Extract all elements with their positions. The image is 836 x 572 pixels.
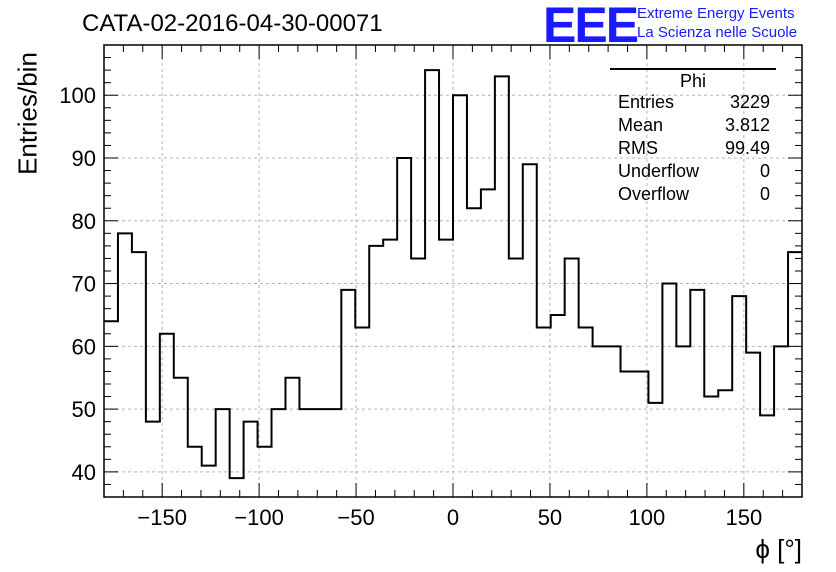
histogram-bin — [285, 378, 299, 497]
histogram-bin — [495, 76, 509, 497]
histogram-bin — [774, 346, 788, 497]
stats-row: Mean 3.812 — [610, 115, 776, 138]
logo-line-2: La Scienza nelle Scuole — [637, 24, 798, 41]
histogram-bin — [481, 189, 495, 497]
y-tick-label: 60 — [72, 334, 96, 359]
histogram-bin — [244, 422, 258, 497]
histogram-bin — [411, 258, 425, 497]
histogram-outline — [104, 69, 802, 480]
histogram-bin — [425, 70, 439, 497]
stats-label: Underflow — [618, 161, 700, 181]
histogram-bin — [509, 258, 523, 497]
stats-row: RMS 99.49 — [610, 138, 776, 161]
stats-value: 99.49 — [724, 138, 770, 158]
stats-row: Overflow 0 — [610, 184, 776, 207]
histogram-bin — [202, 466, 216, 497]
histogram-bin — [341, 290, 355, 497]
histogram-bin — [160, 334, 174, 497]
histogram-bin — [188, 447, 202, 497]
stats-value: 3.812 — [724, 115, 770, 135]
histogram-bin — [690, 290, 704, 497]
y-tick-label: 50 — [72, 397, 96, 422]
histogram-bin — [439, 240, 453, 497]
histogram-bin — [467, 208, 481, 497]
histogram-bin — [704, 397, 718, 497]
stats-name: Phi — [610, 68, 776, 92]
y-tick-label: 80 — [72, 209, 96, 234]
histogram-bin — [118, 233, 132, 497]
histogram-bin — [216, 409, 230, 497]
histogram-bin — [327, 409, 341, 497]
chart-title: CATA-02-2016-04-30-00071 — [82, 10, 383, 37]
histogram-bin — [662, 284, 676, 497]
histogram-bin — [621, 371, 635, 497]
histogram-bin — [230, 478, 244, 497]
histogram-bin — [732, 296, 746, 497]
logo-caption: Extreme Energy Events La Scienza nelle S… — [637, 4, 797, 42]
x-axis-label: ϕ [°] — [755, 534, 802, 564]
y-axis-label: Entries/bin — [12, 52, 43, 175]
histogram-bin — [313, 409, 327, 497]
stats-label: Overflow — [618, 184, 690, 204]
histogram-bin — [453, 95, 467, 497]
y-tick-label: 100 — [59, 83, 96, 108]
histogram-bin — [676, 346, 690, 497]
histogram-bin — [746, 353, 760, 497]
histogram-bin — [565, 258, 579, 497]
stats-row: Underflow 0 — [610, 161, 776, 184]
stats-row: Entries 3229 — [610, 92, 776, 115]
histogram-bin — [648, 403, 662, 497]
x-tick-label: −100 — [234, 505, 284, 530]
stats-value: 0 — [759, 161, 770, 181]
stats-box: Phi Entries 3229 Mean 3.812 RMS 99.49 Un… — [610, 68, 776, 207]
histogram-bin — [718, 390, 732, 497]
histogram-bin — [299, 409, 313, 497]
x-tick-label: 100 — [629, 505, 666, 530]
histogram-bin — [593, 346, 607, 497]
y-tick-label: 90 — [72, 146, 96, 171]
y-tick-label: 70 — [72, 272, 96, 297]
histogram-bin — [174, 378, 188, 497]
stats-value: 3229 — [729, 92, 770, 112]
x-tick-label: 150 — [725, 505, 762, 530]
histogram-bin — [355, 328, 369, 498]
histogram-bin — [537, 328, 551, 498]
x-tick-label: −150 — [137, 505, 187, 530]
histogram-bin — [397, 158, 411, 497]
x-tick-label: −50 — [337, 505, 374, 530]
histogram-bin — [523, 164, 537, 497]
eee-logo: EEE — [543, 0, 639, 53]
stats-label: RMS — [618, 138, 658, 158]
histogram-bin — [258, 447, 272, 497]
histogram-bin — [760, 415, 774, 497]
x-tick-label: 0 — [447, 505, 459, 530]
histogram-bin — [551, 315, 565, 497]
histogram-bin — [607, 346, 621, 497]
stats-value: 0 — [759, 184, 770, 204]
stats-label: Mean — [618, 115, 664, 135]
histogram-bin — [634, 371, 648, 497]
x-tick-label: 50 — [538, 505, 562, 530]
histogram-bin — [579, 328, 593, 498]
histogram-bin — [383, 240, 397, 497]
histogram-bin — [146, 422, 160, 497]
histogram-bin — [788, 252, 802, 497]
histogram-bin — [272, 409, 286, 497]
logo-line-1: Extreme Energy Events — [637, 5, 795, 22]
stats-label: Entries — [618, 92, 675, 112]
y-tick-label: 40 — [72, 460, 96, 485]
histogram-bin — [132, 252, 146, 497]
histogram-bin — [369, 246, 383, 497]
